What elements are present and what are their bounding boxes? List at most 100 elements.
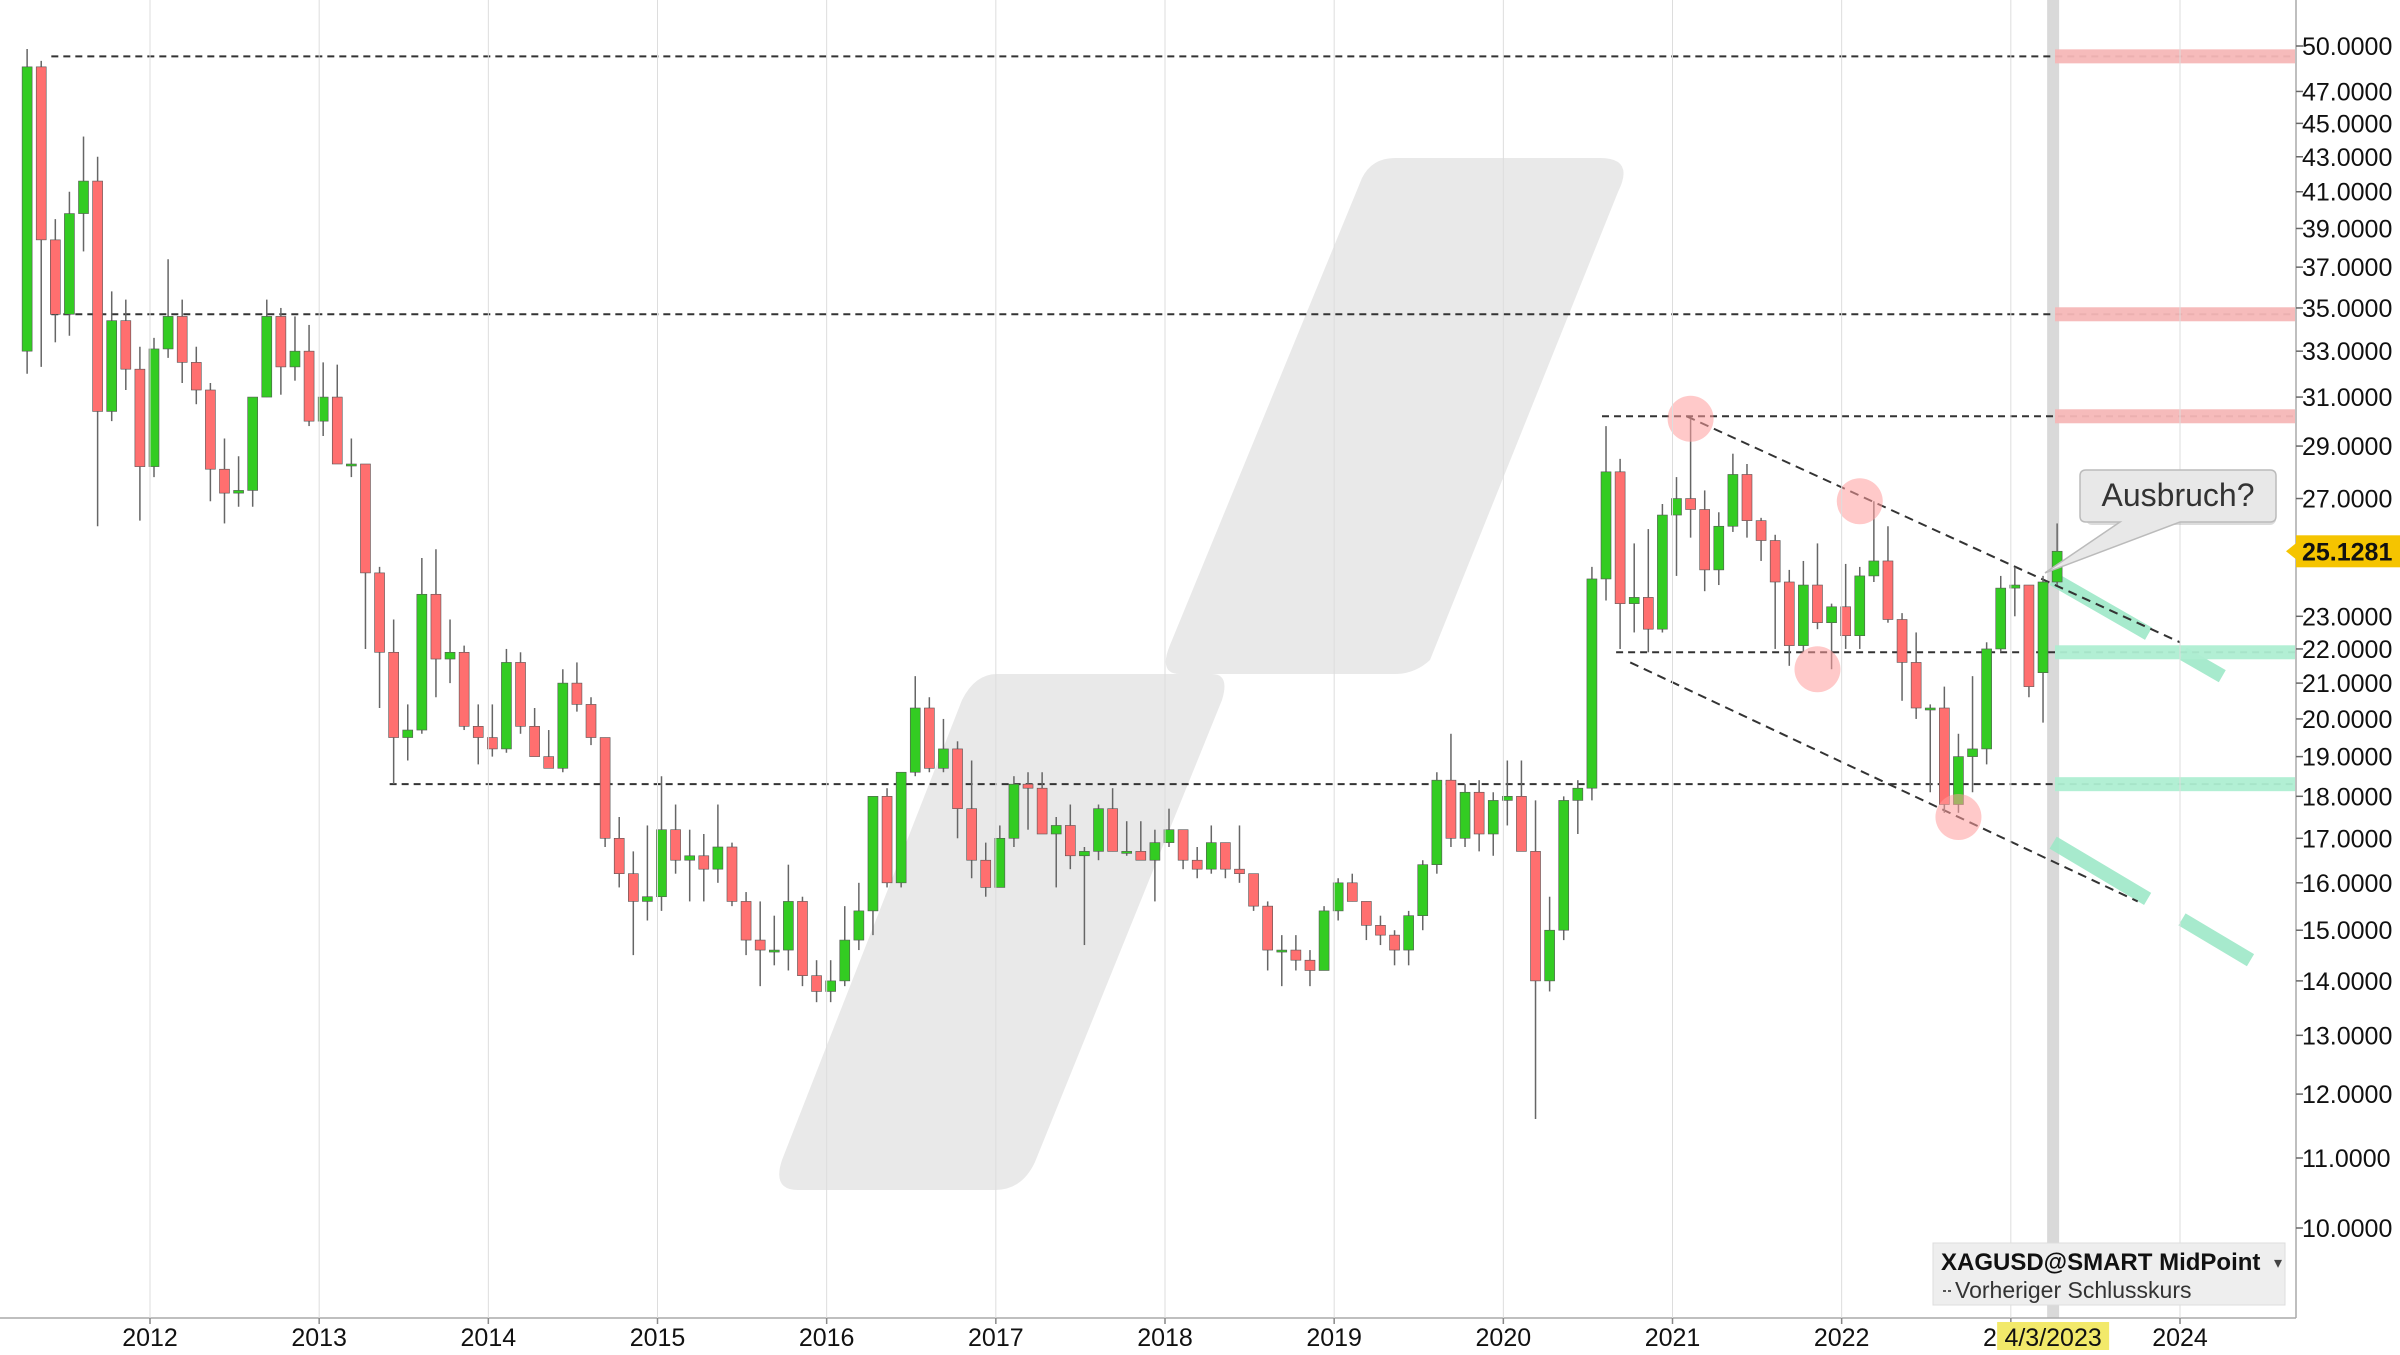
candle-2015-06	[726, 842, 738, 907]
candle-body	[1149, 842, 1161, 861]
candle-body	[1459, 791, 1471, 839]
candle-2016-11	[966, 760, 977, 879]
candle-2013-01	[317, 362, 329, 436]
candle-2012-04	[190, 346, 202, 405]
candle-body	[1657, 514, 1668, 630]
candle-body	[50, 239, 61, 315]
candle-body	[754, 939, 766, 951]
candle-body	[1896, 619, 1908, 663]
candle-body	[148, 348, 160, 467]
candle-2017-10	[1121, 821, 1133, 856]
candle-body	[1614, 471, 1626, 604]
candle-2023-02	[2023, 584, 2035, 698]
candle-2013-08	[416, 558, 428, 734]
candle-body	[1417, 864, 1429, 916]
candle-2012-06	[219, 438, 230, 524]
candle-body	[472, 726, 484, 738]
y-tick-label: 39.0000	[2302, 215, 2392, 243]
candle-2014-04	[529, 708, 540, 757]
candle-2013-11	[458, 645, 470, 731]
level-zone-5	[2055, 777, 2295, 792]
candle-body	[78, 180, 89, 214]
candle-body	[712, 846, 724, 870]
legend-line-label: Vorheriger Schlusskurs	[1955, 1277, 2192, 1303]
candle-2022-06	[1910, 632, 1922, 719]
candle-2014-06	[557, 669, 569, 773]
candle-body	[1967, 748, 1978, 757]
candle-2013-12	[472, 704, 484, 765]
candle-body	[2009, 584, 2021, 589]
candle-body	[1699, 509, 1710, 571]
candle-body	[938, 748, 949, 769]
candle-2017-08	[1093, 804, 1104, 861]
candle-body	[599, 737, 611, 839]
candle-body	[261, 316, 273, 398]
candle-body	[374, 572, 385, 653]
candle-body	[515, 662, 526, 727]
y-tick-label: 18.0000	[2302, 783, 2392, 811]
candle-2013-09	[430, 549, 442, 698]
candle-2014-01	[487, 704, 498, 757]
candle-body	[952, 748, 963, 809]
candle-2020-11	[1643, 529, 1654, 653]
candle-body	[1332, 882, 1344, 912]
candle-body	[106, 320, 118, 412]
candle-body	[1713, 525, 1725, 571]
candle-2019-07	[1417, 860, 1429, 931]
x-tick-label: 2015	[630, 1324, 686, 1350]
candle-2014-08	[585, 697, 597, 746]
candle-body	[1022, 783, 1034, 789]
cursor-line	[2047, 0, 2060, 1318]
candle-2012-08	[247, 396, 258, 507]
level-zone-1	[2055, 49, 2295, 64]
candle-body	[1163, 829, 1175, 843]
candle-2022-05	[1896, 613, 1908, 701]
candle-body	[162, 316, 174, 350]
candle-body	[1389, 934, 1400, 951]
legend-expand-icon: ▾	[2274, 1255, 2282, 1272]
candle-body	[92, 180, 103, 412]
candle-2017-03	[1022, 772, 1034, 830]
candle-body	[1431, 779, 1443, 865]
candle-body	[360, 463, 371, 574]
candle-2014-07	[571, 662, 583, 712]
candle-2016-03	[853, 882, 865, 951]
candle-2013-04	[360, 463, 371, 649]
candle-body	[1248, 873, 1259, 907]
candle-2013-02	[331, 364, 343, 465]
candle-body	[1093, 808, 1104, 852]
candle-2016-08	[924, 697, 935, 773]
candle-2022-07	[1924, 704, 1936, 793]
candle-body	[797, 901, 808, 976]
candle-2021-09	[1783, 569, 1795, 666]
pivot-marker-2	[1836, 478, 1883, 525]
candle-body	[980, 859, 992, 888]
candle-2018-01	[1163, 808, 1175, 847]
candle-2022-12	[1995, 575, 2007, 653]
candle-body	[1290, 949, 1302, 961]
candle-2016-01	[825, 960, 836, 1003]
candle-2018-05	[1220, 842, 1231, 879]
candle-2017-11	[1135, 821, 1147, 861]
x-tick-label: 2018	[1137, 1324, 1193, 1350]
candle-body	[501, 662, 512, 750]
candle-2017-07	[1079, 846, 1090, 946]
candle-2020-09	[1614, 458, 1626, 649]
candle-2020-02	[1516, 760, 1527, 852]
candle-body	[768, 949, 780, 953]
candle-body	[1727, 474, 1739, 527]
candle-body	[303, 350, 315, 422]
candle-2019-08	[1431, 772, 1443, 874]
candle-body	[557, 682, 569, 769]
candle-body	[1079, 851, 1090, 857]
y-tick-label: 35.0000	[2302, 295, 2392, 323]
candle-body	[613, 837, 625, 874]
candle-body	[853, 910, 865, 941]
candle-2015-03	[684, 829, 695, 902]
y-tick-label: 23.0000	[2302, 603, 2392, 631]
candle-body	[2023, 584, 2035, 687]
candle-2019-05	[1389, 930, 1400, 966]
candle-body	[2037, 581, 2049, 673]
candle-2019-02	[1346, 873, 1358, 902]
